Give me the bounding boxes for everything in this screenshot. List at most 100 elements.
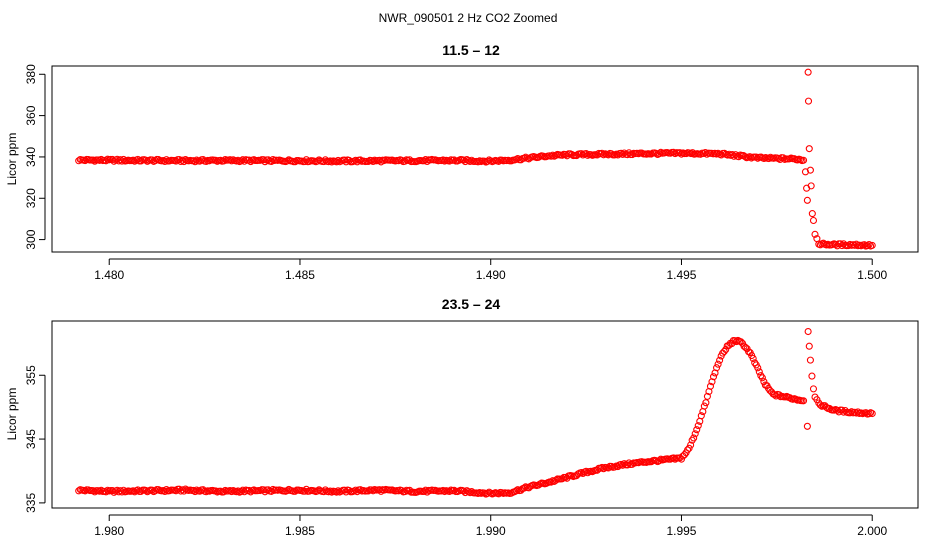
data-point [706,382,715,390]
data-point [623,461,631,469]
data-point [730,152,738,160]
data-point [259,156,267,164]
data-point [799,397,808,405]
data-point [340,156,349,164]
data-point [868,241,876,249]
data-point [808,372,816,380]
data-point [804,68,812,76]
y-tick-label: 340 [24,147,38,167]
data-point [180,158,188,166]
x-tick-label: 1.500 [857,268,887,282]
data-point [191,158,199,166]
data-point [691,430,699,438]
data-point [460,487,468,495]
data-point [799,156,808,164]
data-point [716,356,724,364]
data-point [552,476,560,484]
data-point [689,149,697,157]
data-point [340,486,349,494]
data-point [332,488,341,496]
data-point [714,360,722,368]
data-point [328,488,336,496]
data-point [741,153,749,161]
data-point [181,485,190,493]
x-tick-label: 2.000 [857,524,887,538]
data-point [460,156,468,164]
y-tick-label: 355 [24,365,38,385]
data-point [703,392,711,400]
data-point [700,402,708,410]
data-point [803,422,811,430]
data-point [154,156,163,164]
data-point [816,401,824,409]
data-point [803,196,811,204]
data-point [677,150,686,158]
x-tick-label: 1.495 [666,268,696,282]
data-point [805,342,813,350]
data-point [119,155,128,163]
data-point [191,488,199,496]
data-point [693,426,701,434]
data-point [102,157,110,165]
chart-panel-top: 11.5 – 12 Licor ppm 1.480 1.485 1.490 1.495… [5,42,919,282]
data-point [364,157,372,166]
data-point [806,166,814,174]
x-tick-label: 1.990 [476,524,506,538]
data-point [181,156,190,164]
x-tick-label: 1.995 [666,524,696,538]
x-tick-label: 1.490 [476,268,506,282]
data-point [751,359,759,367]
y-tick-label: 380 [24,64,38,84]
data-point [91,157,99,165]
data-point [685,444,693,452]
x-tick-label: 1.485 [285,268,315,282]
data-point [91,488,99,496]
data-point [806,356,814,364]
data-point [690,434,698,442]
data-point [760,154,768,163]
data-point [356,486,364,494]
data-point [220,157,228,165]
data-point [617,149,625,157]
data-point [161,157,169,166]
data-point [464,488,473,496]
data-point [809,385,818,393]
data-point [863,242,872,250]
plot-frame [51,320,919,509]
data-point [161,487,169,495]
data-point [468,156,476,164]
data-point [758,374,766,382]
data-point [865,240,873,249]
data-point [332,158,341,166]
data-point [558,475,566,483]
data-point [728,151,736,159]
chart-panel-bottom: 23.5 – 24 Licor ppm 1.980 1.985 1.990 1.995… [5,296,919,538]
data-point [697,412,705,420]
data-points [75,327,876,498]
data-point [547,152,555,160]
y-axis-label: Licor ppm [5,388,19,441]
data-point [202,157,210,166]
data-point [655,457,663,465]
data-point [577,150,585,158]
data-points [75,68,876,250]
data-point [833,406,841,414]
data-point [619,461,627,469]
data-point [520,484,528,492]
y-axis-label: Licor ppm [5,133,19,186]
data-point [755,368,763,376]
data-point [680,451,689,459]
data-point [749,354,757,363]
data-point [865,410,873,418]
data-point [805,145,813,153]
x-tick-label: 1.480 [94,268,124,282]
axis-ticks: 1.480 1.485 1.490 1.495 1.500 300 320 340 360 380 [24,64,888,282]
data-point [860,241,868,249]
data-point [356,156,364,164]
data-point [804,327,812,336]
data-point [720,347,728,356]
data-point [226,156,234,164]
data-point [461,158,469,166]
data-point [364,487,372,495]
